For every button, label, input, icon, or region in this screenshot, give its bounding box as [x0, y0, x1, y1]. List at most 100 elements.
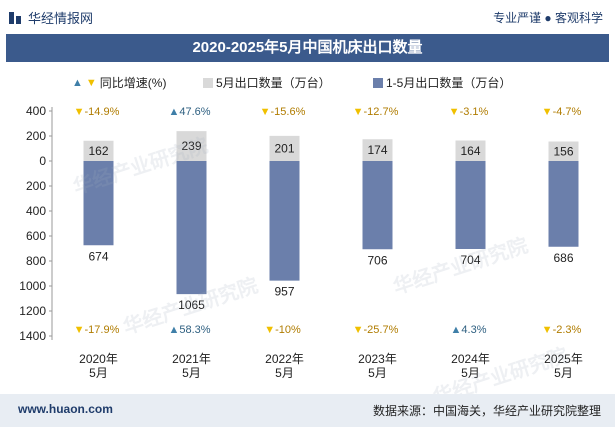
y-tick-label: 800 — [26, 254, 46, 268]
down-triangle-icon: ▼ — [542, 324, 553, 336]
brand: 华经情报网 — [8, 8, 93, 27]
bar-cumulative-label: 704 — [460, 253, 480, 267]
legend: ▲ ▼ 同比增速(%) 5月出口数量（万台） 1-5月出口数量（万台） — [0, 74, 615, 92]
bar-may — [83, 140, 114, 161]
up-triangle-icon: ▲ — [168, 324, 179, 336]
brand-name: 华经情报网 — [28, 11, 94, 26]
bar-cumulative — [269, 161, 300, 281]
growth-value: -10% — [275, 324, 301, 336]
logo-icon — [9, 11, 21, 24]
growth-value: -4.7% — [553, 106, 582, 118]
y-tick-label: 200 — [26, 179, 46, 193]
x-category-label: 5月 — [554, 366, 573, 380]
growth-value: -17.9% — [85, 324, 120, 336]
bar-may-label: 156 — [553, 144, 573, 158]
legend-growth-label: 同比增速(%) — [99, 76, 167, 90]
bar-cumulative-label: 957 — [274, 285, 294, 299]
bar-may-label: 201 — [274, 141, 294, 155]
bar-may — [548, 141, 579, 161]
y-tick-label: 1200 — [19, 304, 46, 318]
bar-may — [176, 131, 207, 161]
down-triangle-icon: ▼ — [353, 106, 364, 118]
y-tick-label: 1000 — [19, 279, 46, 293]
growth-may-label: ▼-15.6% — [260, 106, 306, 118]
top-bar: 华经情报网 专业严谨 ● 客观科学 — [0, 0, 615, 34]
growth-may-label: ▼-3.1% — [449, 106, 489, 118]
down-triangle-icon: ▼ — [353, 324, 364, 336]
legend-cumulative: 1-5月出口数量（万台） — [373, 74, 511, 91]
up-triangle-icon: ▲ — [168, 106, 179, 118]
growth-may-label: ▼-12.7% — [353, 106, 399, 118]
x-category-label: 5月 — [275, 366, 294, 380]
x-category-label: 2023年 — [358, 352, 397, 366]
bar-may-label: 162 — [88, 144, 108, 158]
growth-may-label: ▲47.6% — [168, 106, 210, 118]
down-triangle-icon: ▼ — [85, 76, 97, 89]
up-triangle-icon: ▲ — [451, 324, 462, 336]
growth-cumulative-label: ▼-2.3% — [542, 324, 582, 336]
bar-cumulative-label: 686 — [553, 251, 573, 265]
bar-may-label: 239 — [181, 139, 201, 153]
growth-value: -3.1% — [460, 106, 489, 118]
down-triangle-icon: ▼ — [74, 324, 85, 336]
down-triangle-icon: ▼ — [542, 106, 553, 118]
tagline: 专业严谨 ● 客观科学 — [493, 11, 603, 25]
growth-cumulative-label: ▼-17.9% — [74, 324, 120, 336]
x-category-label: 2025年 — [544, 352, 583, 366]
growth-value: -25.7% — [364, 324, 399, 336]
footer: www.huaon.com 数据来源：中国海关，华经产业研究院整理 — [0, 394, 615, 427]
bar-cumulative-label: 1065 — [178, 298, 205, 312]
down-triangle-icon: ▼ — [449, 106, 460, 118]
growth-value: -14.9% — [85, 106, 120, 118]
growth-value: 4.3% — [461, 324, 486, 336]
bar-may-label: 174 — [367, 143, 387, 157]
growth-cumulative-label: ▼-10% — [264, 324, 301, 336]
growth-cumulative-label: ▲58.3% — [168, 324, 210, 336]
y-tick-label: 0 — [39, 154, 46, 168]
growth-may-label: ▼-14.9% — [74, 106, 120, 118]
x-category-label: 5月 — [89, 366, 108, 380]
legend-may: 5月出口数量（万台） — [203, 74, 331, 91]
y-tick-label: 1400 — [19, 329, 46, 343]
footer-source: 数据来源：中国海关，华经产业研究院整理 — [372, 404, 601, 418]
x-category-label: 2024年 — [451, 352, 490, 366]
legend-growth: ▲ ▼ 同比增速(%) — [72, 74, 166, 91]
growth-may-label: ▼-4.7% — [542, 106, 582, 118]
chart-area: 4002000200400600800100012001400162674▼-1… — [19, 104, 583, 380]
down-triangle-icon: ▼ — [260, 106, 271, 118]
bar-may — [455, 140, 486, 161]
growth-cumulative-label: ▼-25.7% — [353, 324, 399, 336]
growth-value: 58.3% — [179, 324, 210, 336]
x-category-label: 5月 — [368, 366, 387, 380]
down-triangle-icon: ▼ — [264, 324, 275, 336]
bar-cumulative — [548, 161, 579, 247]
growth-value: -2.3% — [553, 324, 582, 336]
y-tick-label: 400 — [26, 104, 46, 118]
bar-cumulative — [83, 161, 114, 246]
bar-cumulative-label: 674 — [88, 249, 108, 263]
bar-may-label: 164 — [460, 144, 480, 158]
legend-may-label: 5月出口数量（万台） — [216, 76, 331, 90]
bar-cumulative — [176, 161, 207, 295]
legend-may-swatch — [203, 77, 213, 88]
y-tick-label: 600 — [26, 229, 46, 243]
bar-cumulative — [455, 161, 486, 249]
up-triangle-icon: ▲ — [72, 76, 83, 89]
x-category-label: 2020年 — [79, 352, 118, 366]
chart-title: 2020-2025年5月中国机床出口数量 — [6, 34, 609, 62]
growth-value: 47.6% — [179, 106, 210, 118]
y-tick-label: 200 — [26, 129, 46, 143]
x-category-label: 2021年 — [172, 352, 211, 366]
bar-cumulative-label: 706 — [367, 253, 387, 267]
bar-may — [362, 139, 393, 161]
x-category-label: 5月 — [461, 366, 480, 380]
x-category-label: 5月 — [182, 366, 201, 380]
growth-value: -12.7% — [364, 106, 399, 118]
footer-website: www.huaon.com — [18, 402, 113, 416]
down-triangle-icon: ▼ — [74, 106, 85, 118]
bar-may — [269, 135, 300, 161]
bar-cumulative — [362, 161, 393, 250]
y-tick-label: 400 — [26, 204, 46, 218]
growth-value: -15.6% — [271, 106, 306, 118]
growth-cumulative-label: ▲4.3% — [451, 324, 487, 336]
